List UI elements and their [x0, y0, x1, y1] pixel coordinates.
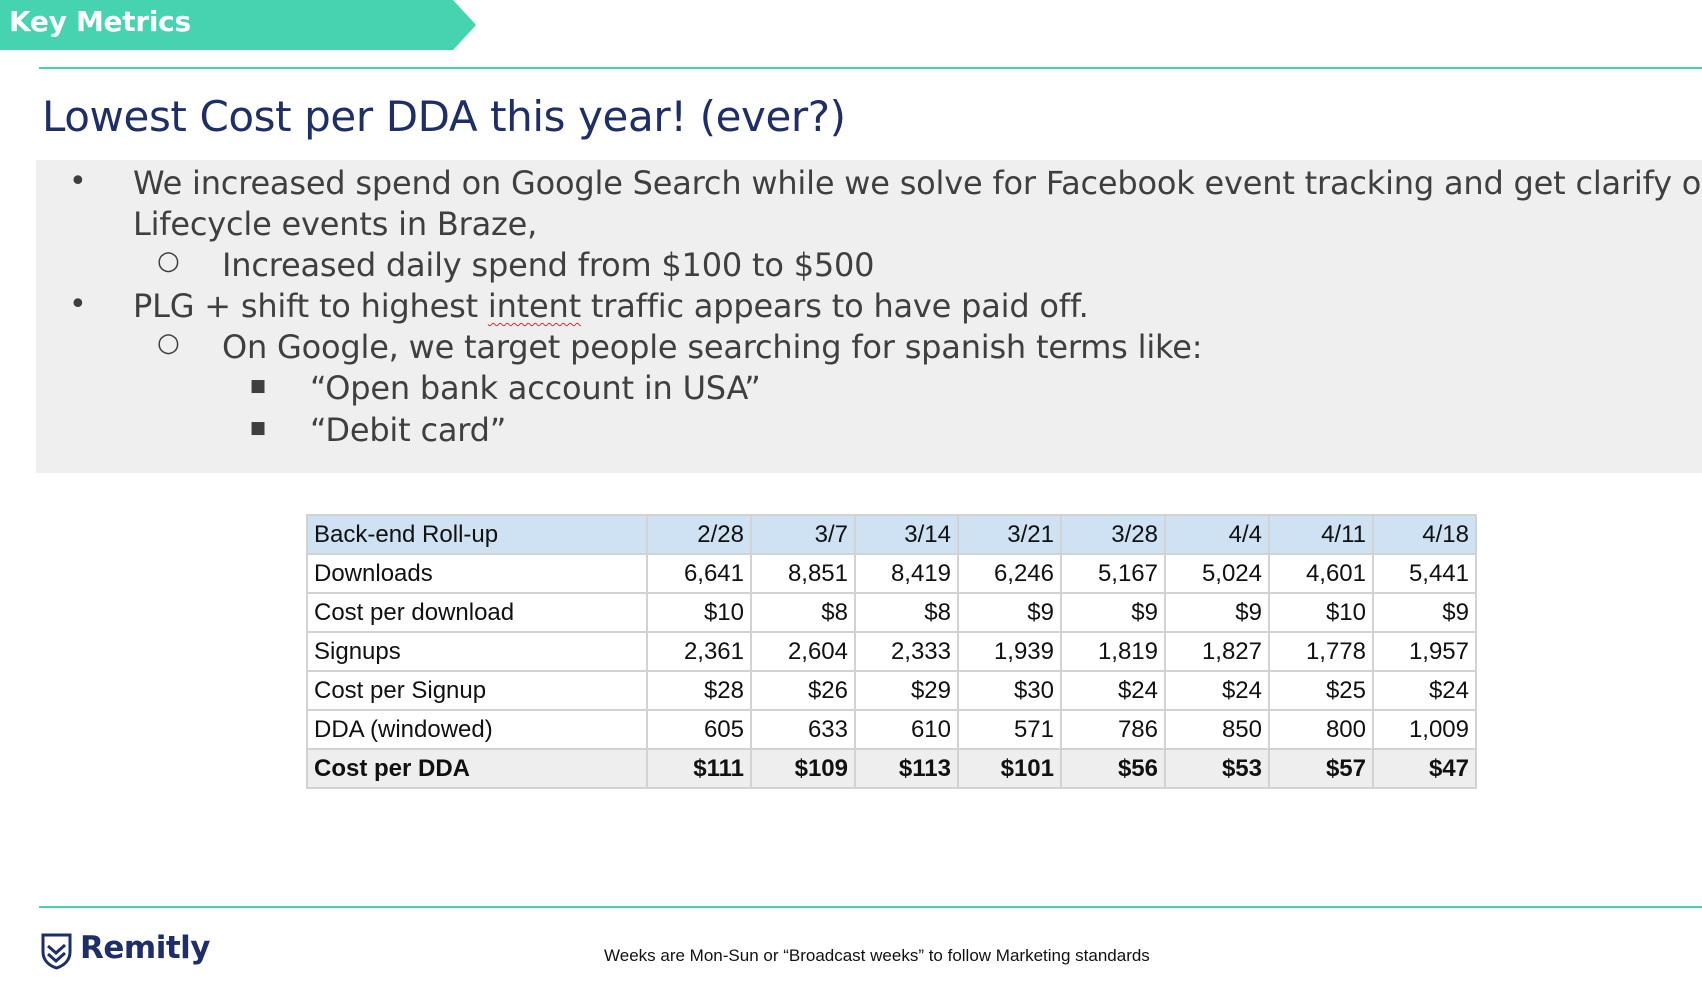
slide-title: Lowest Cost per DDA this year! (ever?): [42, 92, 846, 141]
table-cell: 6,641: [646, 553, 752, 594]
table-cell: $26: [750, 670, 856, 711]
table-cell: $9: [1164, 592, 1270, 633]
table-cell: $29: [854, 670, 959, 711]
row-label: Cost per DDA: [306, 748, 648, 789]
header-cell: 4/4: [1164, 514, 1270, 555]
table-cell: 1,827: [1164, 631, 1270, 672]
table-cell: 610: [854, 709, 959, 750]
table-row-highlight: Cost per DDA $111 $109 $113 $101 $56 $53…: [306, 748, 1477, 789]
table-cell: 633: [750, 709, 856, 750]
table-cell: $57: [1268, 748, 1374, 789]
table-cell: $53: [1164, 748, 1270, 789]
search-term-2: “Debit card”: [310, 411, 507, 449]
table-cell: 800: [1268, 709, 1374, 750]
table-cell: $9: [957, 592, 1062, 633]
table-cell: 8,851: [750, 553, 856, 594]
bullet-dot-2: •: [69, 287, 87, 322]
top-divider: [39, 67, 1702, 69]
table-cell: 850: [1164, 709, 1270, 750]
sub-bullet-1: Increased daily spend from $100 to $500: [222, 246, 875, 284]
header-cell: 3/7: [750, 514, 856, 555]
table-cell: $9: [1372, 592, 1477, 633]
metrics-table: Back-end Roll-up 2/28 3/7 3/14 3/21 3/28…: [306, 514, 1477, 789]
table-row: Downloads 6,641 8,851 8,419 6,246 5,167 …: [306, 553, 1477, 594]
bullet-2-text-a: PLG + shift to highest: [133, 287, 488, 325]
table-cell: 6,246: [957, 553, 1062, 594]
table-cell: $10: [646, 592, 752, 633]
header-cell: 2/28: [646, 514, 752, 555]
table-cell: 4,601: [1268, 553, 1374, 594]
table-cell: 605: [646, 709, 752, 750]
table-cell: 1,957: [1372, 631, 1477, 672]
table-cell: 786: [1060, 709, 1166, 750]
table-cell: 1,939: [957, 631, 1062, 672]
table-cell: 2,361: [646, 631, 752, 672]
table-cell: $24: [1372, 670, 1477, 711]
row-label: Downloads: [306, 553, 648, 594]
sub-bullet-circle-1: ○: [157, 246, 180, 276]
table-cell: 1,009: [1372, 709, 1477, 750]
remitly-logo-icon: [41, 933, 72, 970]
table-cell: $47: [1372, 748, 1477, 789]
bullet-1-line-2: Lifecycle events in Braze,: [133, 205, 538, 243]
table-cell: 571: [957, 709, 1062, 750]
table-cell: 1,819: [1060, 631, 1166, 672]
section-banner: [0, 0, 476, 50]
table-cell: 5,024: [1164, 553, 1270, 594]
footnote: Weeks are Mon-Sun or “Broadcast weeks” t…: [604, 946, 1150, 965]
table-cell: $113: [854, 748, 959, 789]
table-cell: $25: [1268, 670, 1374, 711]
bullet-panel: • We increased spend on Google Search wh…: [36, 160, 1702, 473]
table-cell: $8: [854, 592, 959, 633]
table-row: Signups 2,361 2,604 2,333 1,939 1,819 1,…: [306, 631, 1477, 672]
header-cell: 4/18: [1372, 514, 1477, 555]
table-cell: $28: [646, 670, 752, 711]
table-header-row: Back-end Roll-up 2/28 3/7 3/14 3/21 3/28…: [306, 514, 1477, 555]
table-cell: $111: [646, 748, 752, 789]
table-cell: $109: [750, 748, 856, 789]
table-cell: 1,778: [1268, 631, 1374, 672]
bullet-2: PLG + shift to highest intent traffic ap…: [133, 287, 1089, 325]
bottom-divider: [39, 906, 1702, 908]
header-cell: 3/14: [854, 514, 959, 555]
bullet-2-text-b: traffic appears to have paid off.: [580, 287, 1089, 325]
bullet-dot-1: •: [69, 164, 87, 199]
table-cell: $24: [1060, 670, 1166, 711]
section-banner-label: Key Metrics: [9, 5, 191, 38]
spellcheck-flagged-word: intent: [487, 287, 581, 325]
table-cell: $101: [957, 748, 1062, 789]
header-cell: 3/28: [1060, 514, 1166, 555]
square-bullet-2: ■: [250, 418, 267, 438]
brand-name: Remitly: [80, 930, 210, 966]
row-label: Cost per Signup: [306, 670, 648, 711]
table-cell: 5,167: [1060, 553, 1166, 594]
search-term-1: “Open bank account in USA”: [310, 369, 761, 407]
table-cell: $56: [1060, 748, 1166, 789]
header-cell: Back-end Roll-up: [306, 514, 648, 555]
row-label: Signups: [306, 631, 648, 672]
table-row: Cost per Signup $28 $26 $29 $30 $24 $24 …: [306, 670, 1477, 711]
table-cell: 8,419: [854, 553, 959, 594]
table-cell: 2,333: [854, 631, 959, 672]
table-cell: $24: [1164, 670, 1270, 711]
table-cell: $30: [957, 670, 1062, 711]
row-label: DDA (windowed): [306, 709, 648, 750]
table-cell: $8: [750, 592, 856, 633]
table-cell: $10: [1268, 592, 1374, 633]
header-cell: 3/21: [957, 514, 1062, 555]
table-cell: 2,604: [750, 631, 856, 672]
table-row: DDA (windowed) 605 633 610 571 786 850 8…: [306, 709, 1477, 750]
sub-bullet-2: On Google, we target people searching fo…: [222, 328, 1203, 366]
table-cell: 5,441: [1372, 553, 1477, 594]
table-cell: $9: [1060, 592, 1166, 633]
bullet-1-line-1: We increased spend on Google Search whil…: [133, 164, 1702, 202]
square-bullet-1: ■: [250, 376, 267, 396]
table-row: Cost per download $10 $8 $8 $9 $9 $9 $10…: [306, 592, 1477, 633]
row-label: Cost per download: [306, 592, 648, 633]
sub-bullet-circle-2: ○: [157, 328, 180, 358]
header-cell: 4/11: [1268, 514, 1374, 555]
